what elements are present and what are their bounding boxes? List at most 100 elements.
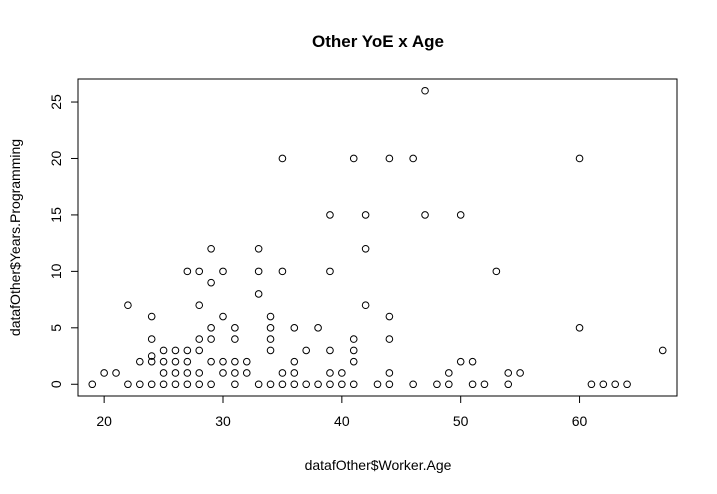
- data-point-22: [183, 357, 192, 366]
- y-tick-label-2: 10: [48, 263, 64, 279]
- data-point-14: [159, 357, 168, 366]
- y-tick-label-3: 15: [48, 207, 64, 223]
- x-axis: 20 30 40 50 60: [96, 395, 588, 429]
- data-point-108: [587, 380, 596, 389]
- data-point-81: [361, 301, 370, 310]
- data-point-104: [504, 369, 513, 377]
- data-point-10: [147, 335, 156, 343]
- data-point-88: [385, 312, 394, 321]
- data-point-72: [326, 267, 334, 276]
- data-point-84: [373, 380, 382, 389]
- data-point-77: [349, 357, 358, 366]
- y-tick-label-0: 0: [48, 380, 64, 388]
- chart-title: Other YoE x Age: [312, 32, 444, 51]
- data-point-55: [266, 324, 275, 332]
- data-points: [88, 86, 667, 389]
- data-point-90: [409, 380, 417, 389]
- data-point-101: [480, 380, 489, 389]
- data-point-5: [136, 380, 144, 389]
- data-point-45: [231, 324, 239, 332]
- data-point-16: [171, 380, 180, 389]
- data-point-9: [147, 352, 156, 360]
- data-point-15: [159, 346, 168, 355]
- data-point-89: [385, 154, 394, 163]
- data-point-8: [147, 357, 156, 366]
- data-point-95: [445, 380, 453, 389]
- data-point-17: [171, 369, 180, 377]
- data-point-99: [468, 380, 477, 389]
- data-point-12: [159, 380, 168, 389]
- data-point-7: [147, 380, 156, 389]
- data-point-103: [504, 380, 513, 389]
- data-point-78: [349, 346, 358, 355]
- data-point-29: [195, 301, 204, 310]
- data-point-76: [349, 380, 358, 389]
- data-point-35: [207, 278, 215, 287]
- data-point-23: [183, 346, 192, 355]
- x-tick-label-1: 30: [215, 413, 231, 429]
- data-point-97: [456, 357, 465, 366]
- data-point-0: [88, 380, 97, 389]
- data-point-100: [468, 357, 477, 366]
- data-point-107: [575, 154, 584, 163]
- data-point-94: [433, 380, 441, 389]
- data-point-61: [290, 380, 299, 389]
- data-point-74: [338, 380, 346, 389]
- data-point-69: [326, 380, 334, 389]
- data-point-33: [207, 335, 215, 343]
- data-point-21: [183, 369, 192, 377]
- data-point-49: [254, 290, 263, 298]
- data-point-102: [492, 267, 501, 276]
- data-point-73: [326, 211, 334, 219]
- data-point-56: [266, 312, 275, 321]
- data-point-64: [290, 324, 299, 332]
- y-tick-label-5: 25: [48, 94, 64, 110]
- data-point-13: [159, 369, 168, 377]
- data-point-60: [278, 154, 287, 163]
- data-point-54: [266, 335, 275, 343]
- data-point-18: [171, 357, 180, 366]
- data-point-70: [326, 369, 334, 377]
- data-point-30: [195, 267, 204, 276]
- data-point-40: [219, 267, 227, 276]
- data-point-96: [445, 369, 453, 377]
- data-point-62: [290, 369, 299, 377]
- data-point-27: [195, 346, 204, 355]
- data-point-34: [207, 324, 215, 332]
- data-point-11: [147, 312, 156, 321]
- y-axis: 0 5 10 15 20 25: [48, 94, 79, 388]
- data-point-65: [302, 380, 310, 389]
- data-point-92: [421, 211, 429, 219]
- x-axis-label: datafOther$Worker.Age: [305, 457, 452, 473]
- data-point-6: [136, 357, 144, 366]
- x-tick-label-2: 40: [334, 413, 350, 429]
- data-point-44: [231, 335, 239, 343]
- data-point-59: [278, 267, 287, 276]
- data-point-4: [124, 301, 132, 310]
- data-point-82: [361, 244, 370, 253]
- data-point-26: [195, 369, 204, 377]
- data-point-58: [278, 369, 287, 377]
- data-point-91: [409, 154, 417, 163]
- data-point-109: [599, 380, 608, 389]
- y-tick-label-4: 20: [48, 150, 64, 166]
- data-point-86: [385, 369, 394, 377]
- x-tick-label-3: 50: [453, 413, 469, 429]
- data-point-63: [290, 357, 299, 366]
- data-point-98: [456, 211, 465, 219]
- data-point-41: [231, 380, 239, 389]
- x-tick-label-0: 20: [96, 413, 112, 429]
- data-point-31: [207, 380, 215, 389]
- data-point-42: [231, 369, 239, 377]
- data-point-66: [302, 346, 310, 355]
- data-point-112: [658, 346, 667, 355]
- data-point-47: [242, 357, 251, 366]
- y-axis-label: datafOther$Years.Programming: [7, 139, 23, 336]
- data-point-50: [254, 267, 263, 276]
- data-point-53: [266, 346, 275, 355]
- data-point-57: [278, 380, 287, 389]
- data-point-111: [623, 380, 631, 389]
- data-point-93: [421, 86, 429, 95]
- data-point-85: [385, 380, 394, 389]
- data-point-24: [183, 267, 192, 276]
